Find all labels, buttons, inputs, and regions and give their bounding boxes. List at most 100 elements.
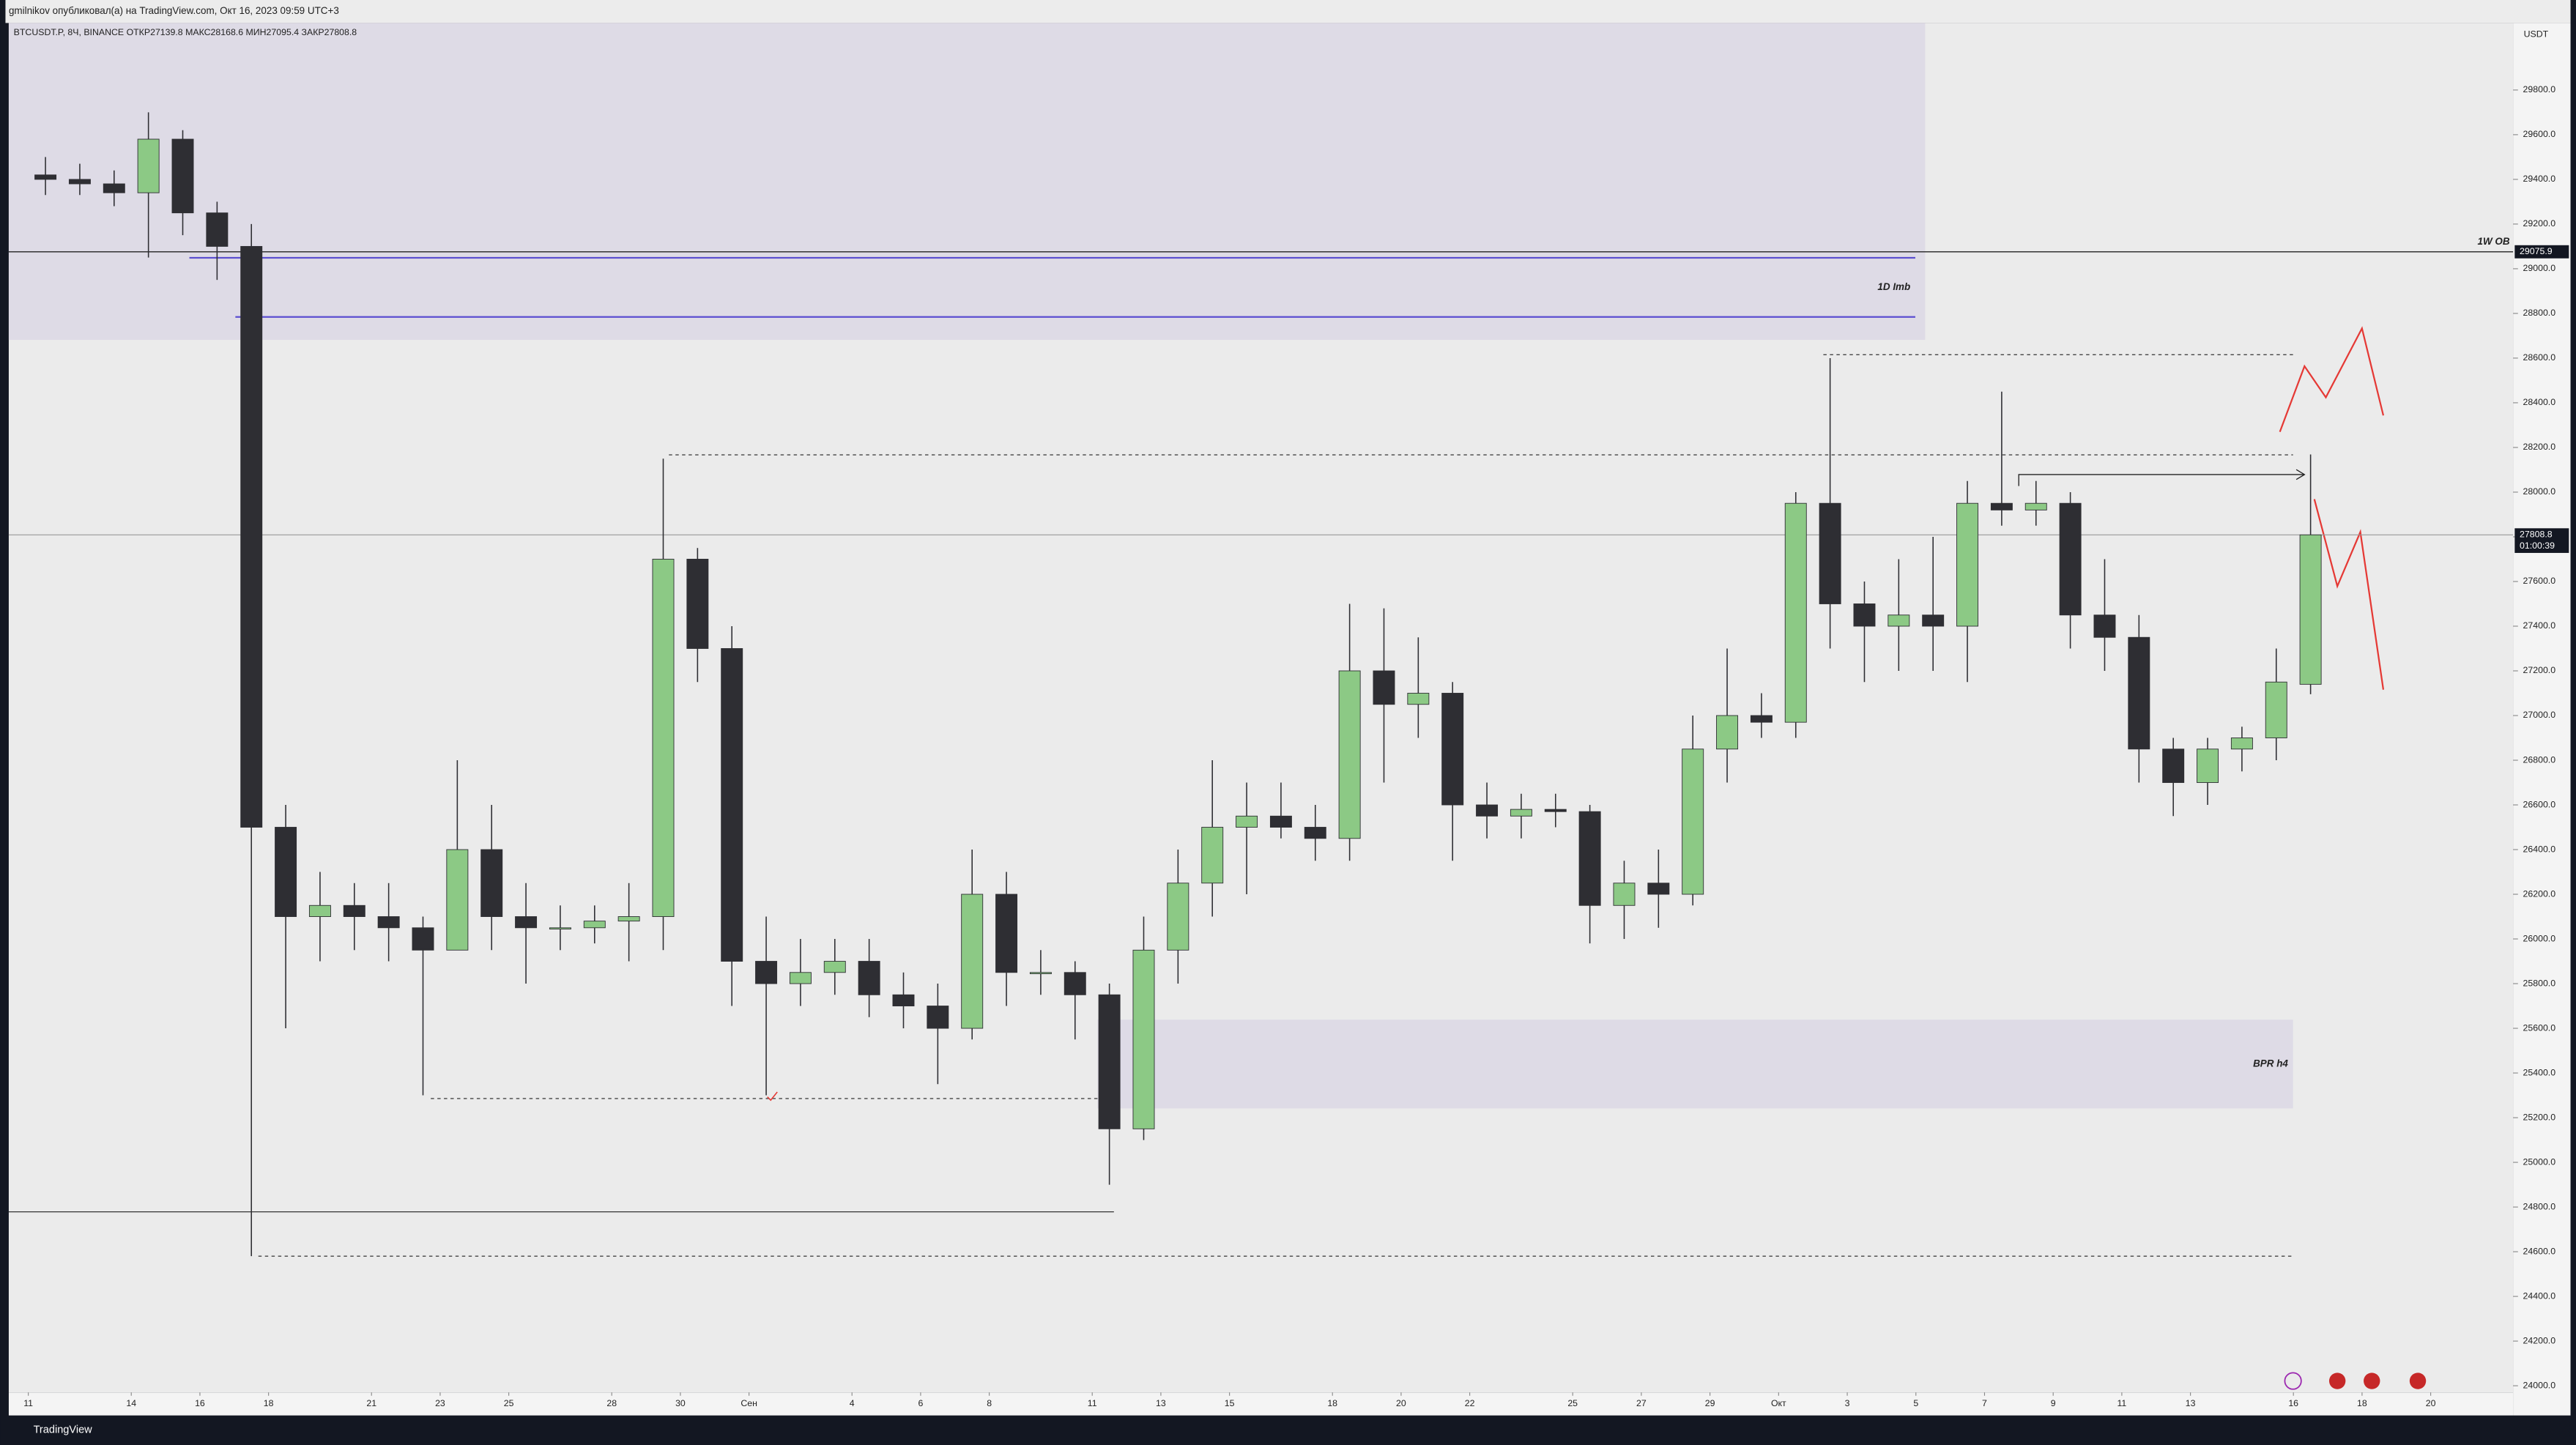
candle-body — [515, 916, 538, 929]
candle-body — [1269, 815, 1292, 828]
candle-body — [1098, 994, 1121, 1129]
candle-body — [240, 245, 263, 828]
x-tick-label: 18 — [264, 1398, 274, 1408]
x-tick-label: 16 — [195, 1398, 205, 1408]
x-tick-label: 30 — [675, 1398, 686, 1408]
y-tick-label: 28400.0 — [2523, 397, 2556, 407]
y-tick-label: 24800.0 — [2523, 1201, 2556, 1211]
arrow — [2018, 469, 2306, 486]
x-tick-label: 16 — [2288, 1398, 2298, 1408]
candle-body — [2024, 502, 2047, 510]
candle-body — [617, 916, 640, 922]
candle-body — [1716, 715, 1739, 750]
x-tick-label: 9 — [2051, 1398, 2056, 1408]
y-tick-label: 28800.0 — [2523, 308, 2556, 318]
brand: TradingView — [34, 1424, 93, 1436]
candle-body — [1236, 815, 1258, 828]
y-tick-label: 24000.0 — [2523, 1380, 2556, 1390]
x-tick-label: 25 — [504, 1398, 514, 1408]
last-price-badge — [2514, 528, 2569, 553]
x-tick-label: 11 — [1088, 1398, 1097, 1408]
currency: USDT — [2524, 29, 2549, 39]
candle-body — [2230, 738, 2253, 750]
zone-label: 1D Imb — [1877, 281, 1910, 292]
candle-body — [549, 927, 571, 930]
candle-body — [68, 179, 91, 185]
time-axis — [8, 1392, 2514, 1416]
candle-body — [1373, 670, 1395, 705]
projection — [2313, 499, 2385, 690]
candle-body — [1476, 804, 1499, 817]
candle-body — [1613, 883, 1636, 906]
drawings — [8, 256, 2385, 1257]
candle-body — [308, 904, 331, 917]
header-text: gmilnikov опубликовал(а) на TradingView.… — [9, 5, 339, 16]
x-tick-label: 27 — [1636, 1398, 1647, 1408]
x-tick-label: Окт — [1771, 1398, 1786, 1408]
y-tick-label: 28000.0 — [2523, 486, 2556, 497]
candle-body — [1853, 603, 1876, 627]
y-tick-label: 29200.0 — [2523, 218, 2556, 229]
candle-body — [652, 559, 675, 917]
candle-body — [858, 961, 880, 995]
candle-body — [995, 894, 1018, 973]
candle-body — [1956, 502, 1979, 627]
y-tick-label: 27600.0 — [2523, 576, 2556, 586]
candle-body — [961, 894, 984, 1029]
candle-body — [1132, 949, 1155, 1129]
y-tick-label: 27400.0 — [2523, 620, 2556, 631]
candle-body — [892, 994, 915, 1006]
y-tick-label: 27000.0 — [2523, 710, 2556, 720]
event-icon[interactable] — [2328, 1372, 2346, 1389]
candle-body — [377, 916, 400, 929]
y-tick-label: 26200.0 — [2523, 888, 2556, 899]
header-bar — [5, 0, 2571, 23]
x-tick-label: 13 — [1156, 1398, 1166, 1408]
x-tick-label: 11 — [2117, 1398, 2126, 1408]
x-tick-label: 18 — [2357, 1398, 2367, 1408]
candle-body — [2093, 614, 2116, 638]
y-tick-label: 27200.0 — [2523, 665, 2556, 675]
y-tick-label: 29000.0 — [2523, 263, 2556, 273]
candle-body — [137, 138, 160, 193]
candle-body — [446, 849, 469, 951]
candle-body — [1990, 502, 2013, 510]
x-tick-label: 25 — [1567, 1398, 1578, 1408]
candle-body — [34, 174, 57, 180]
y-tick-label: 28200.0 — [2523, 442, 2556, 452]
x-tick-label: 5 — [1913, 1398, 1918, 1408]
event-icon[interactable] — [2364, 1372, 2380, 1389]
candle-body — [103, 183, 125, 193]
x-tick-label: 4 — [850, 1398, 855, 1408]
candle-body — [2265, 681, 2287, 738]
bpr-zone — [1097, 1019, 2293, 1109]
event-icon[interactable] — [2409, 1372, 2427, 1389]
x-tick-label: 22 — [1465, 1398, 1475, 1408]
projection — [2279, 326, 2385, 433]
x-tick-label: 20 — [2426, 1398, 2436, 1408]
candle-body — [1064, 972, 1086, 995]
event-icon[interactable] — [2284, 1372, 2302, 1390]
marker-badge — [2514, 245, 2569, 259]
candle-body — [171, 138, 194, 214]
marker-price: 29075.9 — [2520, 246, 2553, 256]
candle-body — [823, 961, 846, 973]
candle-body — [343, 904, 365, 917]
y-tick-label: 28600.0 — [2523, 352, 2556, 363]
x-tick-label: 15 — [1225, 1398, 1235, 1408]
candle-body — [686, 559, 709, 649]
x-tick-label: 3 — [1845, 1398, 1850, 1408]
candle-body — [206, 212, 229, 247]
candle-body — [1578, 811, 1601, 906]
y-tick-label: 26000.0 — [2523, 933, 2556, 943]
candle-body — [2059, 502, 2082, 616]
candle-body — [1338, 670, 1361, 839]
candle-body — [789, 972, 812, 984]
x-tick-label: 28 — [606, 1398, 617, 1408]
x-tick-label: 13 — [2186, 1398, 2196, 1408]
marker-label: 1W OB — [2478, 236, 2510, 247]
candle-body — [2162, 748, 2185, 783]
candle-body — [1544, 809, 1567, 812]
y-tick-label: 25000.0 — [2523, 1156, 2556, 1167]
